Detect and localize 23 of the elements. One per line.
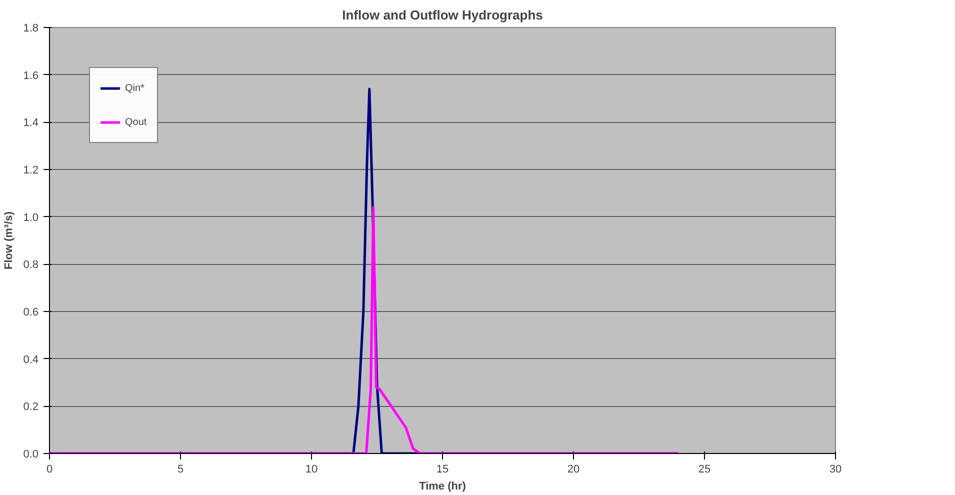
x-axis-title: Time (hr) [419, 480, 466, 492]
y-tick-label: 0.6 [23, 306, 39, 318]
y-tick-label: 0.4 [23, 354, 39, 366]
legend-label: Qin* [125, 82, 145, 94]
x-tick-label: 5 [177, 464, 184, 476]
x-tick-label: 0 [46, 464, 53, 476]
chart-title: Inflow and Outflow Hydrographs [342, 8, 543, 22]
y-tick-label: 1.4 [23, 117, 39, 130]
y-tick-label: 0.8 [23, 259, 39, 272]
y-axis-title: Flow (m³/s) [3, 211, 16, 270]
x-tick-label: 20 [567, 464, 580, 476]
x-tick-label: 30 [829, 464, 842, 476]
x-tick-label: 10 [305, 464, 318, 476]
y-tick-label: 1.6 [23, 70, 39, 82]
x-tick-label: 25 [698, 464, 711, 476]
y-tick-label: 0.2 [23, 401, 39, 414]
y-tick-label: 1.8 [23, 22, 39, 34]
x-tick-label: 15 [436, 464, 449, 476]
y-tick-label: 1.0 [23, 212, 39, 224]
y-tick-label: 1.2 [23, 164, 39, 176]
line-series [50, 206, 680, 454]
y-tick-label: 0.0 [23, 448, 39, 460]
legend-label: Qout [125, 116, 147, 128]
